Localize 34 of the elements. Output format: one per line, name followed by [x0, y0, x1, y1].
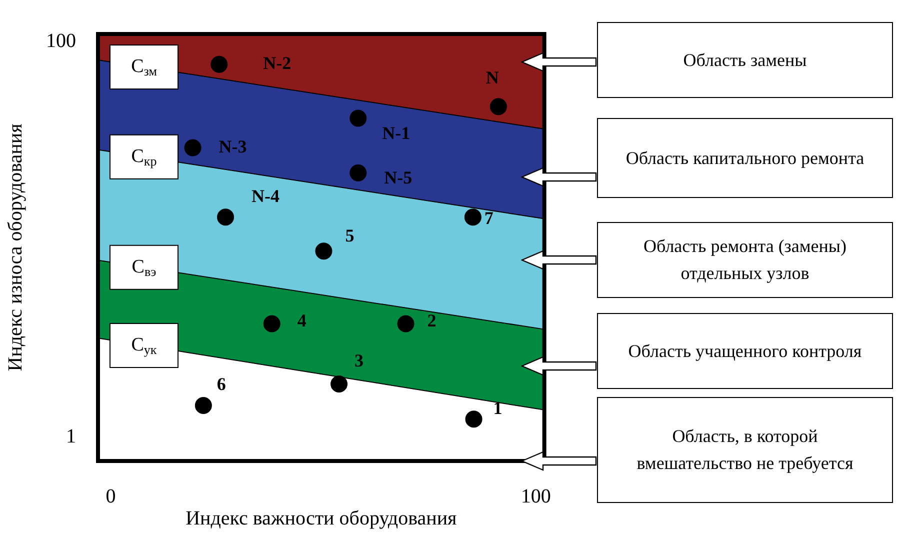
text: Область, в которой вмешательство не требуется [597, 397, 893, 503]
point [263, 315, 280, 332]
annotation: N-4 [252, 186, 280, 206]
annotation: 6 [216, 374, 226, 394]
annotation: 3 [354, 350, 364, 371]
annotation: 1 [493, 398, 502, 418]
annotation: N-3 [218, 136, 247, 156]
point [350, 164, 367, 182]
annotation: N [486, 67, 499, 88]
point [194, 397, 212, 414]
point [330, 375, 348, 392]
text: Область ремонта (замены) отдельных узлов [597, 222, 893, 298]
point [315, 242, 332, 260]
annotation: N-5 [384, 168, 412, 188]
x-axis-title: Индекс важности оборудования [186, 507, 457, 530]
annotation: 7 [484, 208, 494, 228]
point [490, 98, 507, 116]
text: Область замены [597, 22, 893, 98]
annotation: N-1 [382, 122, 410, 143]
point [350, 110, 367, 127]
text: Область капитального ремонта [597, 118, 893, 198]
point [217, 208, 234, 226]
annotation: 2 [427, 310, 436, 330]
point [210, 56, 228, 73]
annotation: 4 [297, 310, 306, 330]
annotation: 5 [345, 226, 354, 246]
text: Область учащенного контроля [597, 313, 893, 389]
point [465, 410, 482, 428]
y-axis-title: Индекс износа оборудования [4, 124, 26, 372]
point [464, 208, 482, 226]
point [397, 315, 414, 332]
x-tick-label: 0 [106, 485, 116, 508]
point [184, 139, 202, 156]
annotation: N-2 [263, 52, 292, 73]
